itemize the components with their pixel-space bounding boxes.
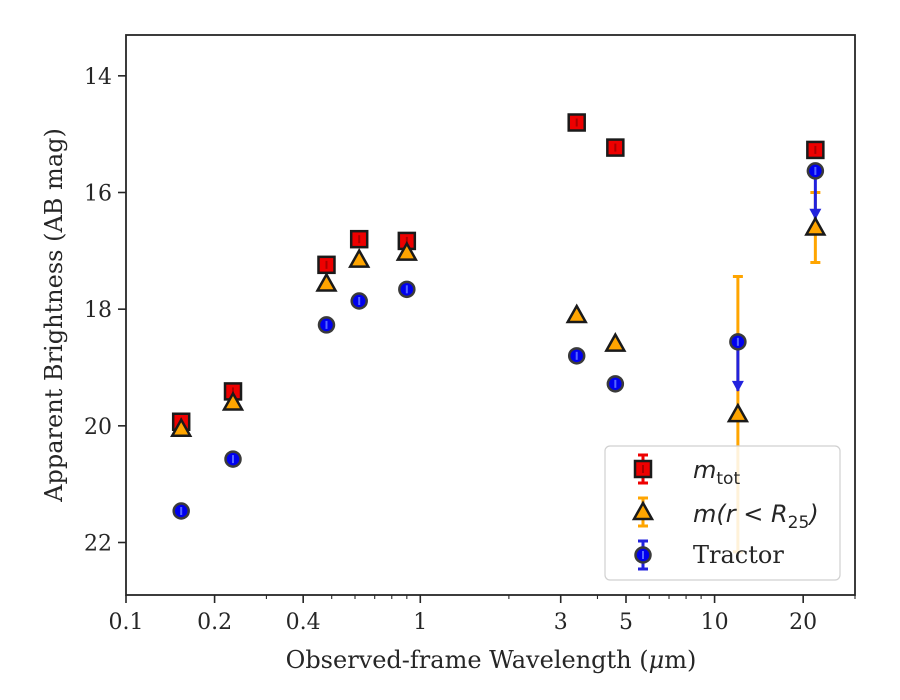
marker-triangle — [631, 500, 655, 521]
legend-handles — [631, 453, 655, 571]
x-tick-label: 3 — [554, 610, 568, 635]
x-tick-label: 0.1 — [109, 610, 144, 635]
legend-box — [604, 445, 841, 581]
y-tick-label: 16 — [84, 182, 112, 207]
x-tick-label: 0.2 — [197, 610, 232, 635]
x-tick-label: 1 — [413, 610, 427, 635]
x-axis-ticks: 0.1 0.2 0.4 1 3 5 10 20 — [109, 595, 856, 635]
marker-triangle — [804, 215, 827, 236]
marker-triangle — [170, 417, 193, 437]
x-axis-title: Observed-frame Wavelength (μm) — [286, 646, 697, 674]
marker-triangle — [395, 241, 418, 261]
y-tick-label: 14 — [84, 65, 112, 90]
y-axis-ticks: 14 16 18 20 22 — [84, 65, 126, 557]
marker-triangle — [221, 390, 245, 411]
legend-label-m-r25: m(r < R25) — [693, 500, 819, 533]
y-tick-label: 20 — [84, 415, 112, 440]
legend-label-tractor: Tractor — [693, 541, 784, 569]
y-tick-label: 18 — [84, 298, 112, 323]
marker-triangle — [565, 303, 588, 324]
x-tick-label: 10 — [701, 610, 729, 635]
marker-triangle — [348, 248, 371, 268]
x-tick-label: 5 — [619, 610, 633, 635]
legend-label-mtot: mtot — [693, 456, 740, 489]
upper-limit-arrow — [731, 380, 744, 392]
x-tick-label: 20 — [789, 610, 817, 635]
y-axis-title: Apparent Brightness (AB mag) — [40, 128, 68, 503]
marker-triangle — [726, 402, 750, 423]
x-tick-label: 0.4 — [286, 610, 321, 635]
marker-triangle — [604, 332, 627, 352]
data-markers — [170, 113, 827, 520]
y-tick-label: 22 — [84, 532, 112, 557]
legend: mtot m(r < R25) Tractor — [604, 445, 841, 581]
upper-limit-arrow — [809, 208, 822, 220]
marker-triangle — [315, 271, 338, 292]
